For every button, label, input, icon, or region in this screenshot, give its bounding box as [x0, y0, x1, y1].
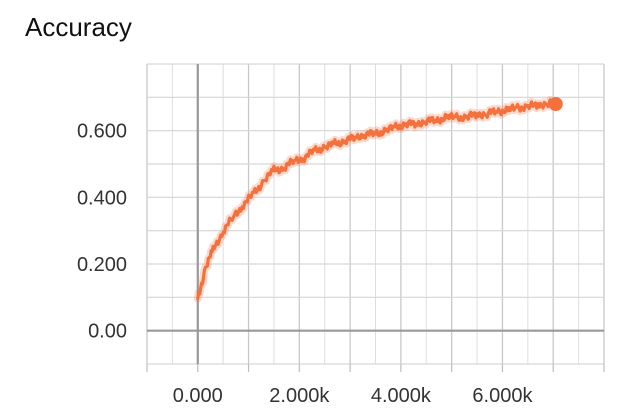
x-tick-labels: 0.000 2.000k 4.000k 6.000k [173, 385, 534, 407]
series-line [196, 98, 558, 301]
x-tick-label: 0.000 [173, 385, 223, 407]
chart-title: Accuracy [25, 12, 132, 42]
series-layer [193, 95, 563, 303]
x-tick-label: 6.000k [472, 385, 533, 407]
series-end-point [548, 97, 563, 111]
y-tick-label: 0.00 [88, 321, 127, 343]
grid [146, 63, 605, 365]
y-tick-label: 0.400 [77, 187, 127, 209]
x-tick-label: 2.000k [269, 385, 330, 407]
x-tick-label: 4.000k [371, 385, 432, 407]
axes [146, 64, 605, 372]
y-tick-label: 0.200 [77, 254, 127, 276]
y-tick-labels: 0.00 0.200 0.400 0.600 [77, 121, 127, 343]
y-tick-label: 0.600 [77, 121, 127, 143]
